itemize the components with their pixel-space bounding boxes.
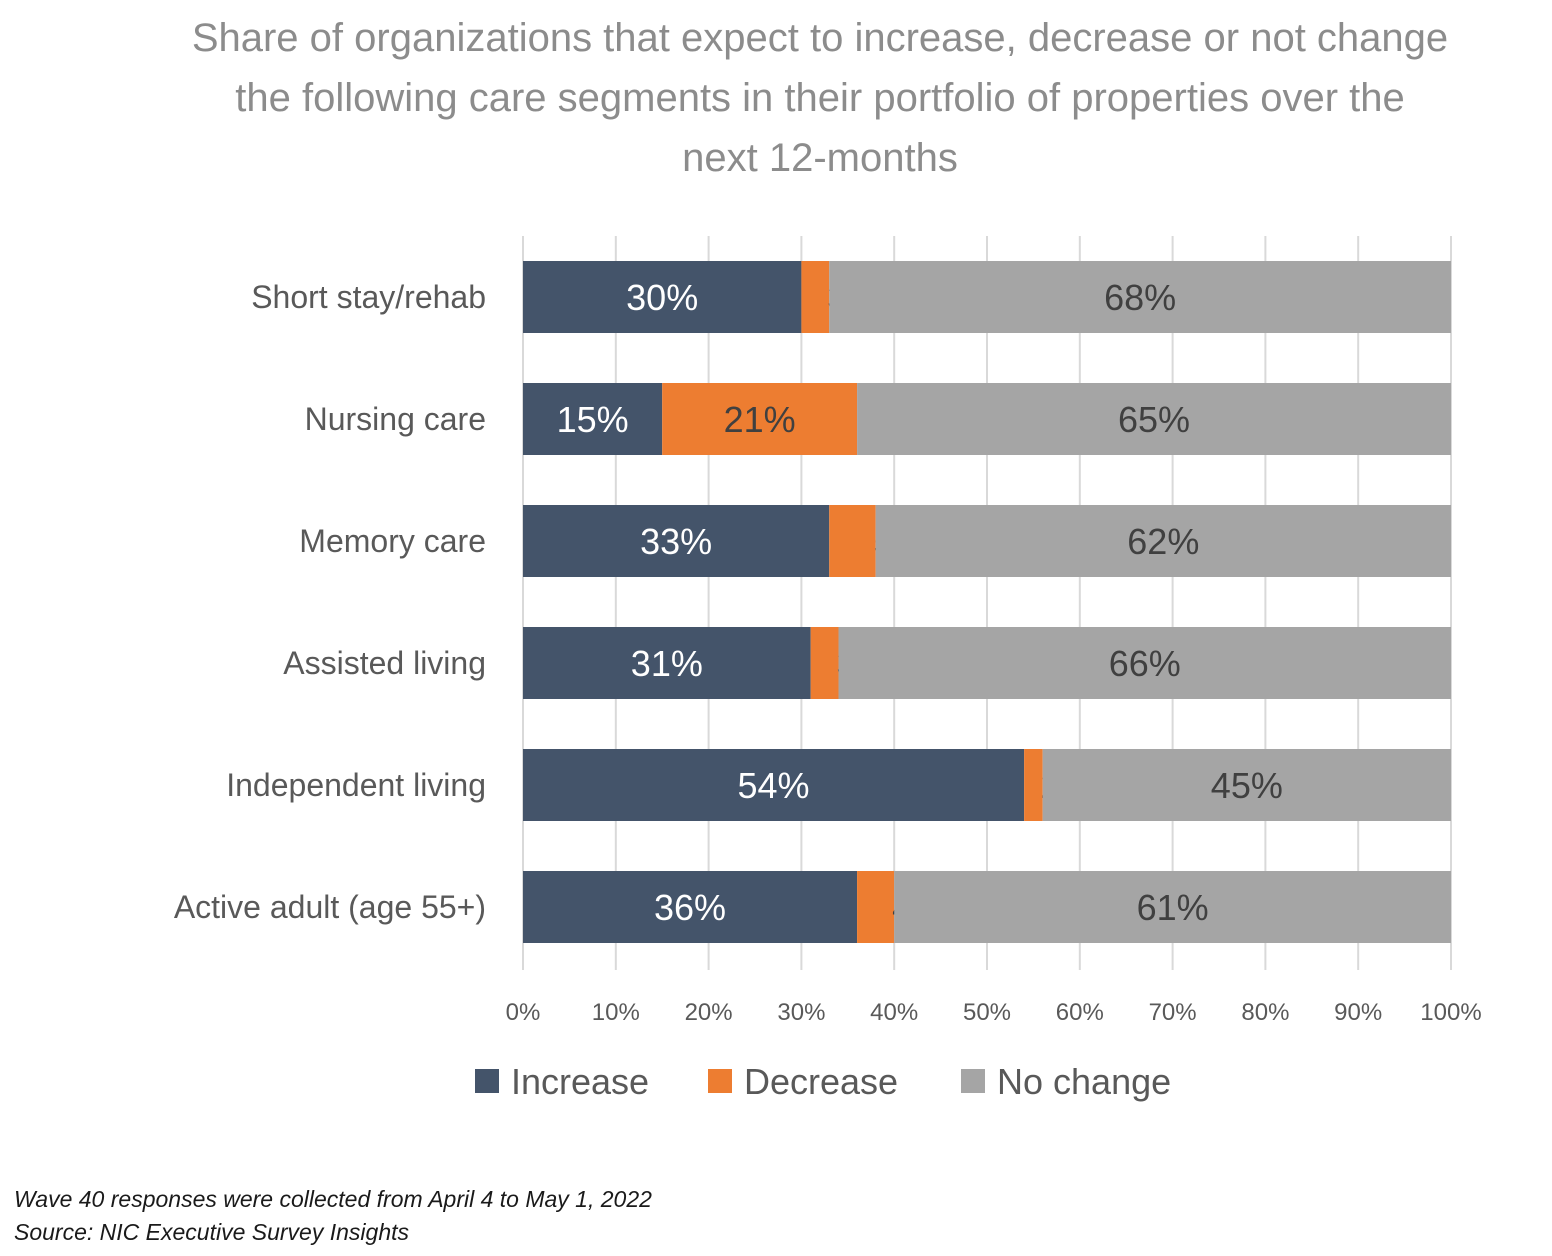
bar-increase bbox=[523, 383, 663, 455]
x-tick-label: 100% bbox=[1420, 999, 1481, 1026]
x-tick-label: 40% bbox=[870, 999, 918, 1026]
bar-row-active-adult-age-55: 36%4%61% bbox=[523, 871, 1451, 943]
x-tick-label: 90% bbox=[1334, 999, 1382, 1026]
wave-note: Wave 40 responses were collected from Ap… bbox=[14, 1186, 652, 1212]
category-label: Memory care bbox=[299, 523, 486, 559]
bar-row-independent-living: 54%2%45% bbox=[523, 749, 1451, 821]
data-label-no-change: 61% bbox=[1137, 887, 1209, 928]
category-label: Independent living bbox=[226, 767, 486, 803]
bar-increase bbox=[523, 871, 858, 943]
x-tick-label: 20% bbox=[685, 999, 733, 1026]
bar-increase bbox=[523, 505, 830, 577]
bar-series: 30%3%68% 15% 21% 65% 33%5%62% 31%3%66% 54%2%45… bbox=[523, 261, 1451, 943]
bar-no-change bbox=[829, 261, 1451, 333]
data-label-no-change: 62% bbox=[1127, 521, 1199, 562]
bar-decrease bbox=[801, 261, 830, 333]
data-label-increase: 54% bbox=[738, 765, 810, 806]
data-label-no-change: 66% bbox=[1109, 643, 1181, 684]
bar-increase bbox=[523, 627, 811, 699]
title-line-2: the following care segments in their por… bbox=[235, 76, 1405, 120]
x-axis-tick-labels: 0% 10% 20% 30% 40% 50% 60% 70% 80% 90% 100% bbox=[506, 999, 1482, 1026]
data-label-increase: 15% bbox=[557, 399, 629, 440]
x-tick-label: 70% bbox=[1149, 999, 1197, 1026]
category-label: Short stay/rehab bbox=[251, 279, 486, 315]
bar-row-assisted-living: 31%3%66% bbox=[523, 627, 1451, 699]
footnotes: Wave 40 responses were collected from Ap… bbox=[14, 1183, 652, 1249]
bar-no-change bbox=[1042, 749, 1451, 821]
x-tick-label: 80% bbox=[1241, 999, 1289, 1026]
x-tick-label: 0% bbox=[506, 999, 541, 1026]
x-tick-label: 10% bbox=[592, 999, 640, 1026]
data-label-no-change: 45% bbox=[1211, 765, 1283, 806]
bar-no-change bbox=[857, 383, 1451, 455]
data-label-no-change: 65% bbox=[1118, 399, 1190, 440]
bar-increase bbox=[523, 261, 802, 333]
bar-decrease bbox=[1024, 749, 1043, 821]
legend-swatch-decrease bbox=[708, 1069, 732, 1093]
chart-title: Share of organizations that expect to in… bbox=[60, 8, 1552, 188]
data-label-increase: 33% bbox=[640, 521, 712, 562]
data-label-no-change: 68% bbox=[1104, 277, 1176, 318]
category-label: Assisted living bbox=[283, 645, 486, 681]
gridlines bbox=[522, 236, 1452, 970]
bar-decrease bbox=[662, 383, 858, 455]
bar-increase bbox=[523, 749, 1025, 821]
bar-row-nursing-care: 15% 21% 65% bbox=[523, 383, 1451, 455]
bar-no-change bbox=[875, 505, 1451, 577]
bar-decrease bbox=[810, 627, 839, 699]
data-label-increase: 36% bbox=[654, 887, 726, 928]
legend-label-decrease: Decrease bbox=[744, 1061, 898, 1102]
legend-swatch-no-change bbox=[961, 1069, 985, 1093]
data-label-increase: 31% bbox=[631, 643, 703, 684]
x-tick-label: 60% bbox=[1056, 999, 1104, 1026]
data-label-increase: 30% bbox=[626, 277, 698, 318]
legend-label-increase: Increase bbox=[511, 1061, 649, 1102]
legend-swatch-increase bbox=[475, 1069, 499, 1093]
bar-no-change bbox=[894, 871, 1451, 943]
bar-decrease bbox=[857, 871, 895, 943]
bar-row-short-stay-rehab: 30%3%68% bbox=[523, 261, 1451, 333]
legend-label-no-change: No change bbox=[997, 1061, 1171, 1102]
category-label: Active adult (age 55+) bbox=[174, 889, 486, 925]
category-axis-labels: Short stay/rehab Nursing care Memory care A… bbox=[174, 279, 486, 925]
x-tick-label: 30% bbox=[777, 999, 825, 1026]
bar-no-change bbox=[838, 627, 1451, 699]
data-label-decrease: 21% bbox=[724, 399, 796, 440]
legend: Increase Decrease No change bbox=[475, 1061, 1171, 1102]
bar-decrease bbox=[829, 505, 876, 577]
bar-row-memory-care: 33%5%62% bbox=[523, 505, 1451, 577]
category-label: Nursing care bbox=[305, 401, 486, 437]
x-tick-label: 50% bbox=[963, 999, 1011, 1026]
title-line-3: next 12-months bbox=[682, 136, 958, 180]
source-note: Source: NIC Executive Survey Insights bbox=[14, 1219, 409, 1245]
title-line-1: Share of organizations that expect to in… bbox=[191, 16, 1449, 60]
